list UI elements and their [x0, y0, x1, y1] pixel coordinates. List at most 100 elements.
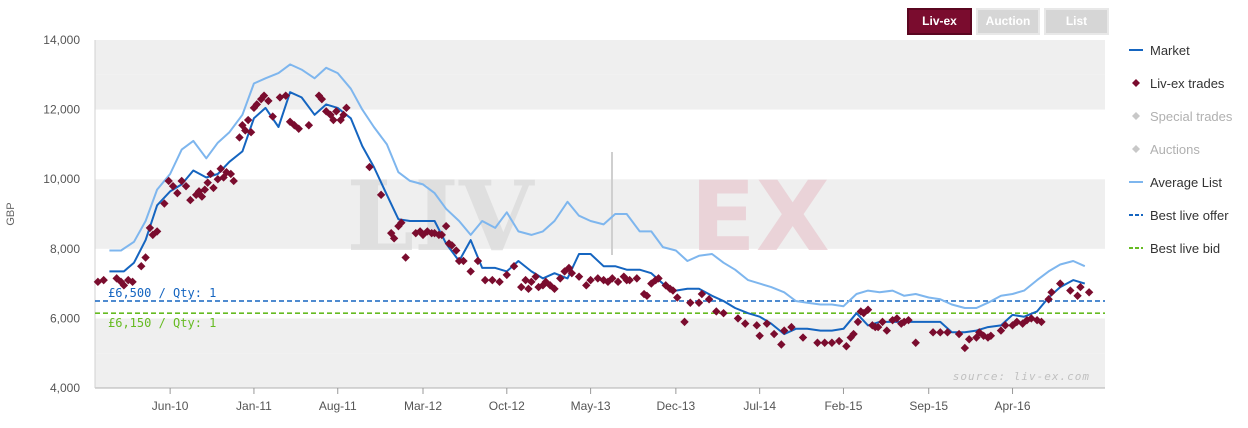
- trade-point[interactable]: [873, 322, 883, 332]
- trade-point[interactable]: [342, 103, 351, 113]
- trade-point[interactable]: [972, 333, 981, 342]
- trade-point[interactable]: [686, 298, 695, 307]
- trade-point[interactable]: [168, 181, 178, 191]
- trade-point[interactable]: [613, 277, 623, 287]
- trade-point[interactable]: [878, 317, 887, 327]
- trade-point[interactable]: [246, 128, 256, 137]
- trade-point[interactable]: [1076, 282, 1085, 292]
- trade-point[interactable]: [673, 293, 682, 302]
- trade-point[interactable]: [264, 96, 273, 106]
- trade-point[interactable]: [964, 335, 974, 344]
- trade-point[interactable]: [243, 115, 253, 125]
- trade-point[interactable]: [447, 241, 457, 250]
- trade-point[interactable]: [1027, 314, 1036, 323]
- trade-point[interactable]: [1056, 279, 1065, 288]
- legend-item[interactable]: Auctions: [1132, 142, 1200, 157]
- legend-item[interactable]: Best live bid: [1129, 241, 1220, 256]
- legend-item[interactable]: Market: [1129, 43, 1190, 58]
- trade-point[interactable]: [339, 110, 348, 120]
- trade-point[interactable]: [259, 91, 269, 100]
- trade-point[interactable]: [1012, 317, 1022, 327]
- trade-point[interactable]: [119, 281, 129, 290]
- trade-point[interactable]: [777, 340, 786, 349]
- trade-point[interactable]: [697, 289, 707, 299]
- trade-point[interactable]: [769, 329, 779, 339]
- trade-point[interactable]: [321, 107, 331, 116]
- trade-point[interactable]: [229, 176, 238, 186]
- trade-point[interactable]: [712, 307, 721, 316]
- legend-item[interactable]: Liv-ex trades: [1132, 76, 1225, 91]
- trade-point[interactable]: [1018, 319, 1027, 328]
- trade-point[interactable]: [928, 328, 938, 337]
- trade-point[interactable]: [827, 338, 837, 347]
- trade-point[interactable]: [665, 284, 675, 294]
- trade-point[interactable]: [216, 164, 225, 173]
- trade-point[interactable]: [164, 176, 173, 186]
- trade-point[interactable]: [203, 178, 212, 187]
- trade-point[interactable]: [892, 314, 902, 323]
- trade-point[interactable]: [859, 308, 868, 318]
- trade-point[interactable]: [863, 305, 873, 314]
- trade-point[interactable]: [996, 326, 1006, 335]
- trade-point[interactable]: [1066, 286, 1075, 295]
- trade-point[interactable]: [668, 286, 678, 295]
- trade-point[interactable]: [780, 326, 789, 335]
- trade-point[interactable]: [128, 277, 137, 287]
- trade-point[interactable]: [197, 192, 207, 201]
- trade-point[interactable]: [524, 284, 533, 294]
- trade-point[interactable]: [719, 308, 728, 318]
- trade-point[interactable]: [856, 307, 866, 316]
- trade-point[interactable]: [317, 94, 327, 104]
- trade-point[interactable]: [517, 282, 526, 292]
- legend-item[interactable]: Best live offer: [1129, 208, 1229, 223]
- trade-point[interactable]: [882, 326, 892, 335]
- trade-point[interactable]: [1073, 291, 1082, 300]
- trade-point[interactable]: [560, 267, 569, 276]
- trade-point[interactable]: [177, 176, 186, 186]
- trade-point[interactable]: [834, 336, 844, 346]
- trade-point[interactable]: [813, 338, 822, 347]
- trade-point[interactable]: [376, 190, 386, 200]
- trade-point[interactable]: [586, 275, 595, 285]
- auction-tab-button[interactable]: Auction: [976, 8, 1040, 35]
- trade-point[interactable]: [853, 317, 863, 327]
- trade-point[interactable]: [173, 188, 182, 198]
- trade-point[interactable]: [556, 274, 565, 283]
- trade-point[interactable]: [762, 319, 772, 328]
- trade-point[interactable]: [137, 262, 146, 271]
- trade-point[interactable]: [152, 227, 162, 236]
- trade-point[interactable]: [181, 181, 191, 191]
- trade-point[interactable]: [625, 275, 634, 285]
- trade-point[interactable]: [437, 230, 446, 240]
- trade-point[interactable]: [99, 275, 108, 285]
- trade-point[interactable]: [534, 282, 543, 292]
- trade-point[interactable]: [466, 267, 475, 276]
- trade-point[interactable]: [954, 329, 964, 339]
- trade-point[interactable]: [459, 256, 468, 266]
- trade-point[interactable]: [441, 221, 451, 231]
- trade-point[interactable]: [911, 338, 920, 347]
- trade-point[interactable]: [401, 253, 410, 262]
- trade-point[interactable]: [550, 284, 559, 294]
- trade-point[interactable]: [495, 277, 504, 287]
- trade-point[interactable]: [642, 291, 652, 300]
- trade-point[interactable]: [787, 322, 796, 332]
- trade-point[interactable]: [741, 319, 750, 328]
- trade-point[interactable]: [936, 328, 945, 337]
- legend-item[interactable]: Special trades: [1132, 109, 1233, 124]
- trade-point[interactable]: [329, 115, 338, 125]
- trade-point[interactable]: [632, 274, 642, 283]
- trade-point[interactable]: [206, 169, 215, 179]
- trade-point[interactable]: [226, 169, 236, 179]
- trade-point[interactable]: [1084, 288, 1094, 297]
- trade-point[interactable]: [904, 315, 913, 325]
- trade-point[interactable]: [252, 100, 262, 109]
- trade-point[interactable]: [983, 333, 993, 342]
- trade-point[interactable]: [752, 321, 761, 330]
- trade-point[interactable]: [849, 329, 858, 339]
- trade-point[interactable]: [488, 275, 497, 285]
- trade-point[interactable]: [389, 234, 399, 243]
- trade-point[interactable]: [527, 277, 536, 287]
- trade-point[interactable]: [502, 270, 512, 280]
- trade-point[interactable]: [1047, 288, 1056, 297]
